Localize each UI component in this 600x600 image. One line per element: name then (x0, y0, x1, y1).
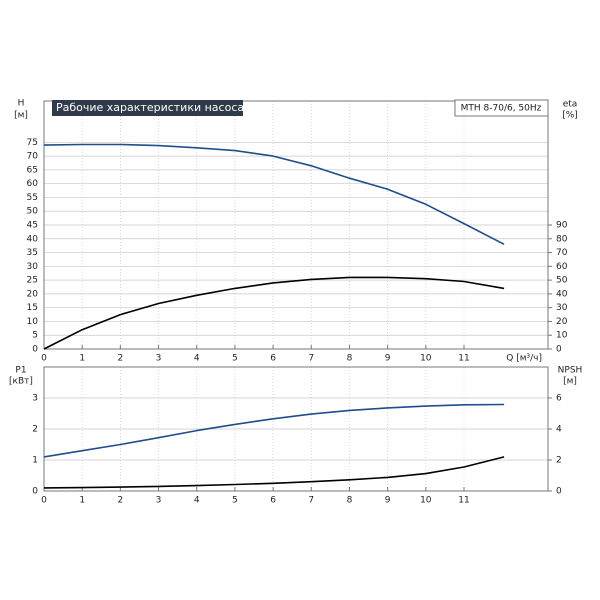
y-tick-label: 3 (32, 394, 38, 404)
x-tick-label: 9 (385, 354, 391, 364)
x-tick-label: 7 (308, 354, 314, 364)
y2-tick-label: 70 (556, 248, 568, 258)
x-tick-label: 8 (347, 354, 353, 364)
y-tick-label: 60 (27, 179, 39, 189)
x-tick-label: 7 (308, 496, 314, 506)
x-tick-label: 0 (41, 496, 47, 506)
x-tick-label: 3 (156, 496, 162, 506)
y-tick-label: 5 (32, 331, 38, 341)
y-tick-label: 25 (27, 276, 38, 286)
y2-axis-unit: [%] (562, 111, 578, 121)
y-axis-label: P1 (15, 366, 26, 376)
y-tick-label: 70 (27, 152, 39, 162)
y2-axis-label: eta (563, 100, 578, 110)
y-tick-label: 55 (27, 193, 38, 203)
y2-tick-label: 80 (556, 234, 568, 244)
chart-title: Рабочие характеристики насоса (56, 101, 244, 114)
y2-tick-label: 4 (556, 425, 562, 435)
y2-tick-label: 10 (556, 331, 568, 341)
x-tick-label: 10 (420, 354, 432, 364)
model-label: MTH 8-70/6, 50Hz (461, 104, 542, 114)
plot-frame (43, 100, 549, 350)
y2-tick-label: 60 (556, 262, 568, 272)
y2-tick-label: 50 (556, 276, 568, 286)
y-tick-label: 30 (27, 262, 39, 272)
y-tick-label: 75 (27, 138, 38, 148)
y2-tick-label: 6 (556, 394, 562, 404)
x-label-bg (508, 351, 544, 365)
y2-axis-label: NPSH (558, 366, 583, 376)
x-tick-label: 0 (41, 354, 47, 364)
x-tick-label: 4 (194, 496, 200, 506)
y2-tick-label: 2 (556, 456, 562, 466)
x-tick-label: 11 (458, 496, 469, 506)
model-box (454, 99, 549, 117)
y-axis-unit: [кВт] (9, 377, 33, 387)
series-line (43, 276, 505, 350)
x-tick-label: 4 (194, 354, 200, 364)
y-tick-label: 0 (32, 487, 38, 497)
y-tick-label: 10 (27, 317, 39, 327)
x-tick-label: 1 (79, 496, 85, 506)
y2-axis-unit: [м] (563, 377, 577, 387)
y-tick-label: 20 (27, 289, 39, 299)
title-box (52, 100, 243, 116)
y2-tick-label: 0 (556, 345, 562, 355)
y-tick-label: 0 (32, 345, 38, 355)
y2-tick-label: 30 (556, 303, 568, 313)
x-tick-label: 9 (385, 496, 391, 506)
x-tick-label: 11 (458, 354, 469, 364)
y-tick-label: 2 (32, 425, 38, 435)
y-tick-label: 15 (27, 303, 38, 313)
y-tick-label: 45 (27, 221, 38, 231)
x-tick-label: 2 (117, 354, 123, 364)
x-tick-label: 2 (117, 496, 123, 506)
y-tick-label: 40 (27, 234, 39, 244)
x-tick-label: 5 (232, 354, 238, 364)
x-axis-label: Q [м³/ч] (506, 354, 542, 364)
y-tick-label: 65 (27, 165, 38, 175)
y2-tick-label: 90 (556, 221, 568, 231)
x-tick-label: 6 (270, 496, 276, 506)
x-tick-label: 10 (420, 496, 432, 506)
y2-tick-label: 20 (556, 317, 568, 327)
y-tick-label: 35 (27, 248, 38, 258)
x-tick-label: 8 (347, 496, 353, 506)
x-tick-label: 6 (270, 354, 276, 364)
x-tick-label: 3 (156, 354, 162, 364)
y-tick-label: 50 (27, 207, 39, 217)
y-axis-label: H (18, 99, 25, 109)
y-axis-unit: [м] (14, 111, 28, 121)
series-line (43, 456, 505, 489)
series-line (43, 143, 505, 246)
plot-frame (43, 366, 549, 492)
x-tick-label: 5 (232, 496, 238, 506)
y2-tick-label: 40 (556, 289, 568, 299)
series-line (43, 403, 505, 458)
y-tick-label: 1 (32, 456, 38, 466)
x-tick-label: 1 (79, 354, 85, 364)
y2-tick-label: 0 (556, 487, 562, 497)
